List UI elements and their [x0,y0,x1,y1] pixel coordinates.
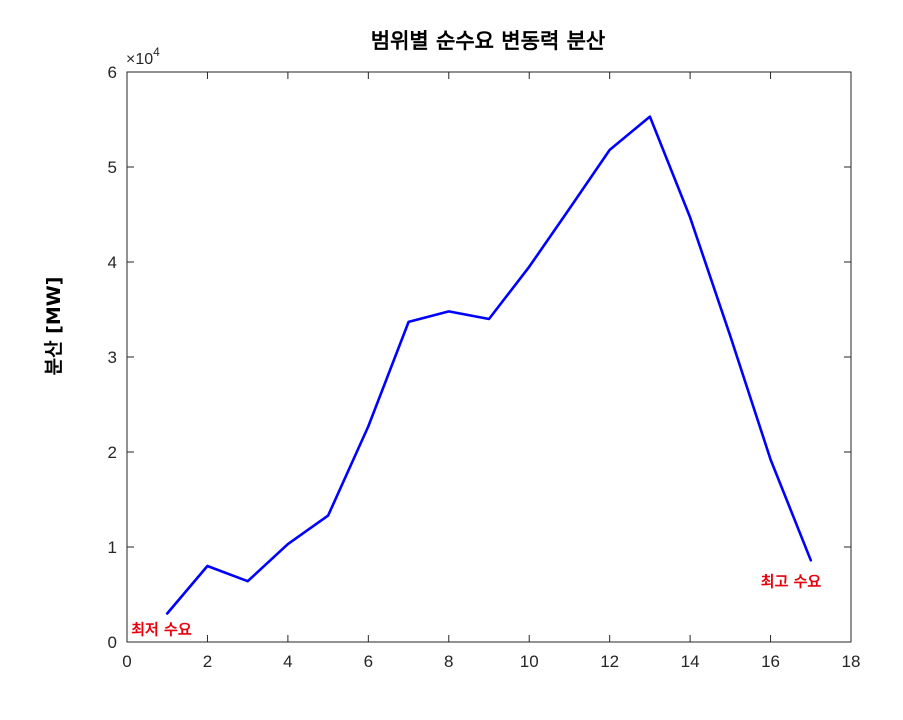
x-tick-label: 18 [842,652,861,671]
annotations: 최저 수요 최고 수요 [131,572,821,638]
x-tick-label: 14 [681,652,700,671]
x-tick-label: 6 [364,652,373,671]
x-tick-label: 12 [600,652,619,671]
y-tick-label: 4 [108,253,117,272]
x-tick-label: 0 [122,652,131,671]
y-tick-label: 2 [108,443,117,462]
x-tick-label: 10 [520,652,539,671]
y-axis-multiplier: ×104 [126,45,160,68]
plot-frame [126,71,852,643]
y-tick-label: 0 [108,633,117,652]
chart-title: 범위별 순수요 변동력 분산 [371,29,605,53]
y-axis-label: 분산 [MW] [43,277,65,376]
plot-area [127,72,851,642]
x-tick-label: 8 [444,652,453,671]
y-axis-multiplier-exponent: 4 [153,45,160,59]
x-tick-label: 16 [761,652,780,671]
annotation-label: 최저 수요 [131,621,192,639]
series-line [165,115,813,615]
x-tick-label: 4 [283,652,292,671]
y-tick-label: 5 [108,158,117,177]
series-lines [165,115,813,615]
x-tick-label: 2 [203,652,212,671]
y-tick-label: 6 [108,63,117,82]
y-tick-label: 3 [108,348,117,367]
annotation-label: 최고 수요 [761,572,822,590]
y-tick-label: 1 [108,538,117,557]
